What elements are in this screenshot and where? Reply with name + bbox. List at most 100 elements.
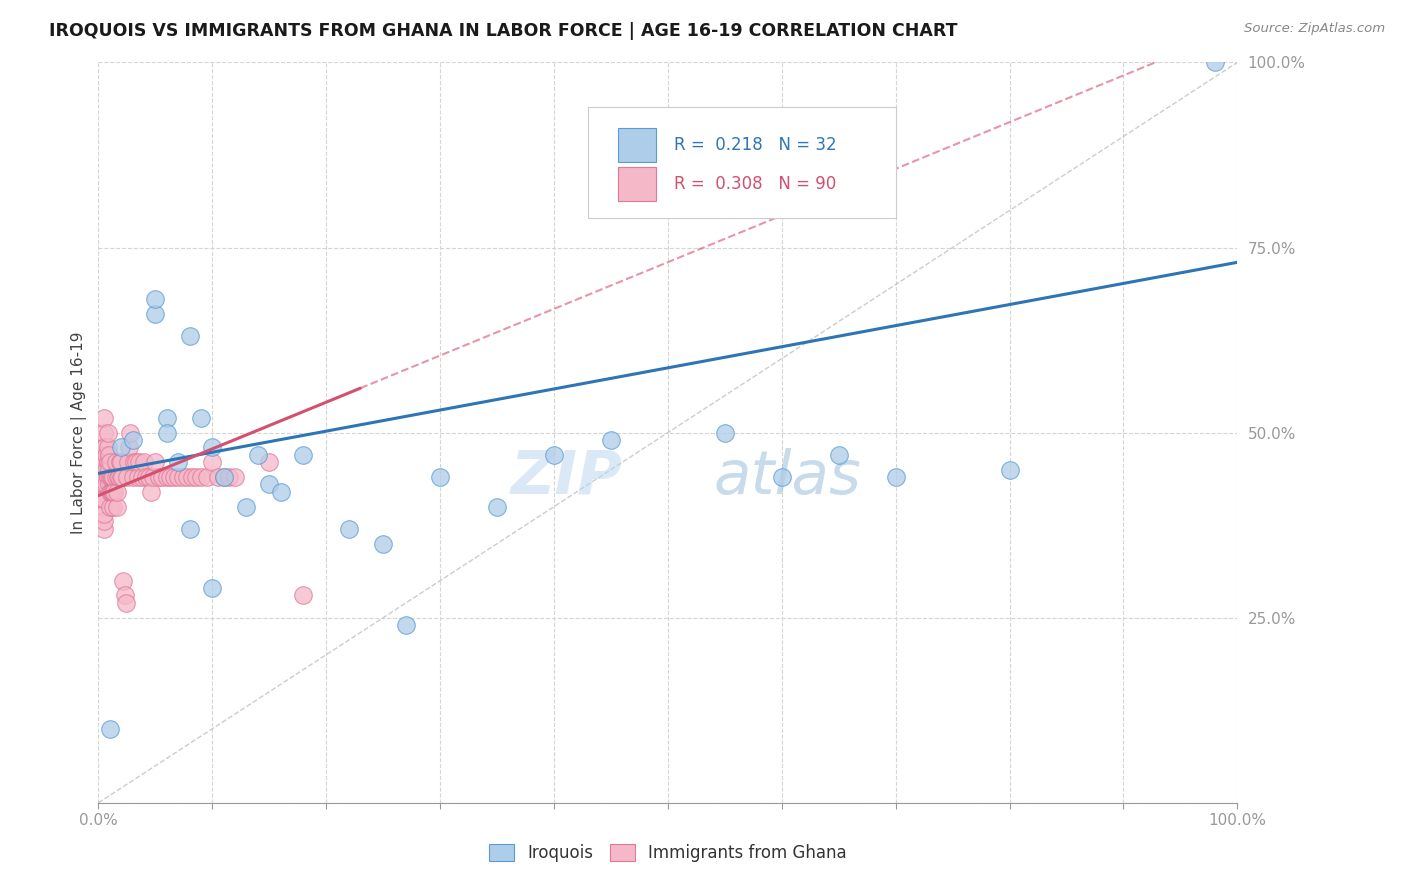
Point bbox=[770, 470, 793, 484]
Point bbox=[96, 448, 118, 462]
Point bbox=[145, 293, 167, 307]
Point bbox=[224, 470, 246, 484]
Point bbox=[103, 500, 125, 514]
Point bbox=[97, 448, 120, 462]
Point bbox=[201, 441, 224, 455]
Text: ZIP: ZIP bbox=[510, 448, 623, 507]
Point bbox=[91, 477, 114, 491]
Point bbox=[94, 470, 117, 484]
Point bbox=[103, 470, 125, 484]
Point bbox=[207, 470, 229, 484]
Point bbox=[145, 455, 167, 469]
Point bbox=[172, 470, 194, 484]
Point bbox=[180, 470, 202, 484]
Point bbox=[100, 484, 122, 499]
Point bbox=[148, 470, 170, 484]
Point bbox=[292, 448, 315, 462]
Point bbox=[212, 470, 235, 484]
Point bbox=[201, 581, 224, 595]
Point bbox=[190, 410, 212, 425]
Point bbox=[138, 470, 160, 484]
Point bbox=[259, 477, 281, 491]
Point bbox=[98, 455, 121, 469]
Legend: Iroquois, Immigrants from Ghana: Iroquois, Immigrants from Ghana bbox=[482, 837, 853, 869]
Point bbox=[371, 536, 394, 550]
Point bbox=[93, 507, 115, 521]
Point bbox=[121, 433, 143, 447]
Point bbox=[156, 425, 179, 440]
Point bbox=[90, 455, 112, 469]
Point bbox=[600, 433, 623, 447]
Point bbox=[270, 484, 292, 499]
Point bbox=[139, 484, 162, 499]
Point bbox=[107, 470, 129, 484]
Point bbox=[101, 484, 124, 499]
Point bbox=[93, 441, 115, 455]
Point bbox=[94, 455, 117, 469]
Point bbox=[121, 470, 143, 484]
Point bbox=[97, 477, 120, 491]
Point bbox=[212, 470, 235, 484]
Point bbox=[543, 448, 565, 462]
Point bbox=[118, 441, 141, 455]
Point bbox=[104, 470, 127, 484]
Point bbox=[96, 425, 118, 440]
Point bbox=[156, 470, 179, 484]
Point bbox=[179, 329, 201, 343]
FancyBboxPatch shape bbox=[617, 167, 657, 201]
Point bbox=[93, 515, 115, 529]
Point bbox=[103, 484, 125, 499]
Point bbox=[98, 484, 121, 499]
Point bbox=[159, 470, 181, 484]
Point bbox=[145, 307, 167, 321]
Point bbox=[94, 441, 117, 455]
Point bbox=[104, 455, 127, 469]
Point bbox=[122, 455, 145, 469]
Point bbox=[235, 500, 257, 514]
Point bbox=[337, 522, 360, 536]
Point bbox=[96, 441, 118, 455]
Point bbox=[91, 500, 114, 514]
Text: Source: ZipAtlas.com: Source: ZipAtlas.com bbox=[1244, 22, 1385, 36]
Point bbox=[120, 425, 142, 440]
Point bbox=[110, 455, 132, 469]
Point bbox=[190, 470, 212, 484]
Point bbox=[132, 455, 155, 469]
Point bbox=[114, 596, 136, 610]
Point bbox=[218, 470, 240, 484]
Text: IROQUOIS VS IMMIGRANTS FROM GHANA IN LABOR FORCE | AGE 16-19 CORRELATION CHART: IROQUOIS VS IMMIGRANTS FROM GHANA IN LAB… bbox=[49, 22, 957, 40]
Point bbox=[108, 455, 131, 469]
Point bbox=[96, 470, 118, 484]
Point bbox=[179, 522, 201, 536]
Point bbox=[98, 470, 121, 484]
Point bbox=[135, 470, 157, 484]
Point bbox=[142, 470, 165, 484]
FancyBboxPatch shape bbox=[617, 128, 657, 161]
Point bbox=[101, 470, 124, 484]
Point bbox=[1204, 55, 1226, 70]
Text: atlas: atlas bbox=[713, 448, 862, 507]
Point bbox=[828, 448, 851, 462]
Point bbox=[96, 462, 118, 476]
Point bbox=[128, 455, 150, 469]
Point bbox=[714, 425, 737, 440]
Point bbox=[111, 470, 134, 484]
Point bbox=[100, 470, 122, 484]
Point bbox=[395, 618, 418, 632]
Point bbox=[91, 492, 114, 507]
Point bbox=[93, 477, 115, 491]
Point bbox=[125, 455, 148, 469]
FancyBboxPatch shape bbox=[588, 107, 896, 218]
Point bbox=[105, 484, 128, 499]
Point bbox=[292, 589, 315, 603]
Point bbox=[105, 500, 128, 514]
Point bbox=[429, 470, 451, 484]
Point bbox=[195, 470, 218, 484]
Point bbox=[246, 448, 269, 462]
Text: R =  0.308   N = 90: R = 0.308 N = 90 bbox=[673, 175, 835, 193]
Point bbox=[150, 470, 173, 484]
Point bbox=[176, 470, 198, 484]
Point bbox=[167, 455, 190, 469]
Point bbox=[97, 462, 120, 476]
Point bbox=[91, 462, 114, 476]
